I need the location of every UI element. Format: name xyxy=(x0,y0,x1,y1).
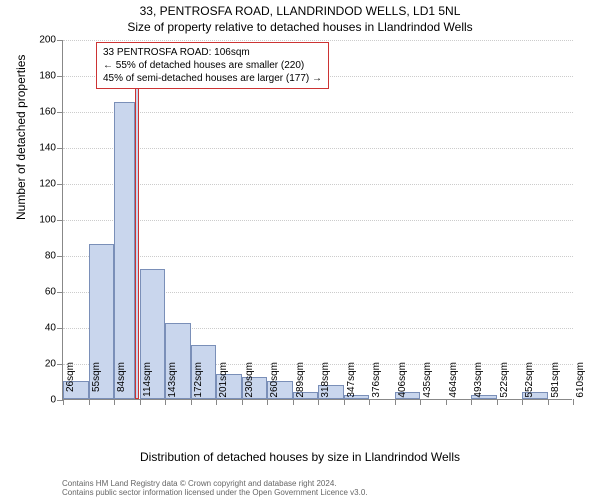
x-tick xyxy=(318,399,319,405)
grid-line xyxy=(63,40,573,41)
y-tick-label: 180 xyxy=(22,71,56,82)
x-tick xyxy=(191,399,192,405)
x-tick-label: 318sqm xyxy=(320,362,331,404)
x-tick xyxy=(548,399,549,405)
x-tick-label: 581sqm xyxy=(550,362,561,404)
x-tick xyxy=(573,399,574,405)
chart-container: 33, PENTROSFA ROAD, LLANDRINDOD WELLS, L… xyxy=(0,0,600,500)
y-tick-label: 140 xyxy=(22,143,56,154)
x-tick xyxy=(369,399,370,405)
x-tick-label: 230sqm xyxy=(244,362,255,404)
x-tick-label: 347sqm xyxy=(346,362,357,404)
x-tick-label: 143sqm xyxy=(167,362,178,404)
y-tick xyxy=(57,220,63,221)
x-tick-label: 55sqm xyxy=(91,362,102,404)
footer-line2: Contains public sector information licen… xyxy=(62,488,368,498)
x-tick-label: 464sqm xyxy=(448,362,459,404)
y-tick xyxy=(57,40,63,41)
x-tick xyxy=(344,399,345,405)
y-tick xyxy=(57,364,63,365)
grid-line xyxy=(63,184,573,185)
y-tick xyxy=(57,148,63,149)
x-tick xyxy=(471,399,472,405)
y-tick-label: 20 xyxy=(22,359,56,370)
x-axis-label: Distribution of detached houses by size … xyxy=(0,450,600,464)
x-tick xyxy=(63,399,64,405)
annotation-box: 33 PENTROSFA ROAD: 106sqm ← 55% of detac… xyxy=(96,42,329,89)
x-tick xyxy=(522,399,523,405)
y-tick xyxy=(57,292,63,293)
x-tick-label: 610sqm xyxy=(575,362,586,404)
x-tick-label: 114sqm xyxy=(142,362,153,404)
x-tick xyxy=(242,399,243,405)
annotation-line2: ← 55% of detached houses are smaller (22… xyxy=(103,59,322,72)
x-tick xyxy=(497,399,498,405)
x-tick xyxy=(420,399,421,405)
x-tick-label: 376sqm xyxy=(371,362,382,404)
y-tick xyxy=(57,112,63,113)
x-tick-label: 26sqm xyxy=(65,362,76,404)
grid-line xyxy=(63,148,573,149)
grid-line xyxy=(63,112,573,113)
y-tick xyxy=(57,184,63,185)
x-tick xyxy=(293,399,294,405)
footer: Contains HM Land Registry data © Crown c… xyxy=(62,479,368,498)
grid-line xyxy=(63,220,573,221)
x-tick xyxy=(89,399,90,405)
chart-area: 02040608010012014016018020026sqm55sqm84s… xyxy=(62,40,572,400)
x-tick-label: 84sqm xyxy=(116,362,127,404)
x-tick-label: 493sqm xyxy=(473,362,484,404)
x-tick xyxy=(216,399,217,405)
plot-area xyxy=(62,40,572,400)
y-tick-label: 100 xyxy=(22,215,56,226)
y-tick xyxy=(57,256,63,257)
x-tick-label: 289sqm xyxy=(295,362,306,404)
histogram-bar xyxy=(114,102,135,399)
y-tick xyxy=(57,328,63,329)
x-tick-label: 260sqm xyxy=(269,362,280,404)
grid-line xyxy=(63,256,573,257)
footer-line1: Contains HM Land Registry data © Crown c… xyxy=(62,479,368,489)
y-tick-label: 120 xyxy=(22,179,56,190)
x-tick-label: 552sqm xyxy=(524,362,535,404)
x-tick xyxy=(165,399,166,405)
x-tick xyxy=(446,399,447,405)
annotation-line1: 33 PENTROSFA ROAD: 106sqm xyxy=(103,46,322,59)
x-tick-label: 435sqm xyxy=(422,362,433,404)
x-tick-label: 522sqm xyxy=(499,362,510,404)
y-tick-label: 40 xyxy=(22,323,56,334)
x-tick-label: 406sqm xyxy=(397,362,408,404)
x-tick xyxy=(140,399,141,405)
x-tick-label: 201sqm xyxy=(218,362,229,404)
x-tick-label: 172sqm xyxy=(193,362,204,404)
y-tick-label: 160 xyxy=(22,107,56,118)
annotation-line3: 45% of semi-detached houses are larger (… xyxy=(103,72,322,85)
y-tick-label: 60 xyxy=(22,287,56,298)
x-tick xyxy=(267,399,268,405)
y-tick-label: 80 xyxy=(22,251,56,262)
y-tick xyxy=(57,76,63,77)
title-sub: Size of property relative to detached ho… xyxy=(0,18,600,34)
x-tick xyxy=(395,399,396,405)
y-tick-label: 200 xyxy=(22,35,56,46)
title-main: 33, PENTROSFA ROAD, LLANDRINDOD WELLS, L… xyxy=(0,0,600,18)
x-tick xyxy=(114,399,115,405)
y-tick-label: 0 xyxy=(22,395,56,406)
